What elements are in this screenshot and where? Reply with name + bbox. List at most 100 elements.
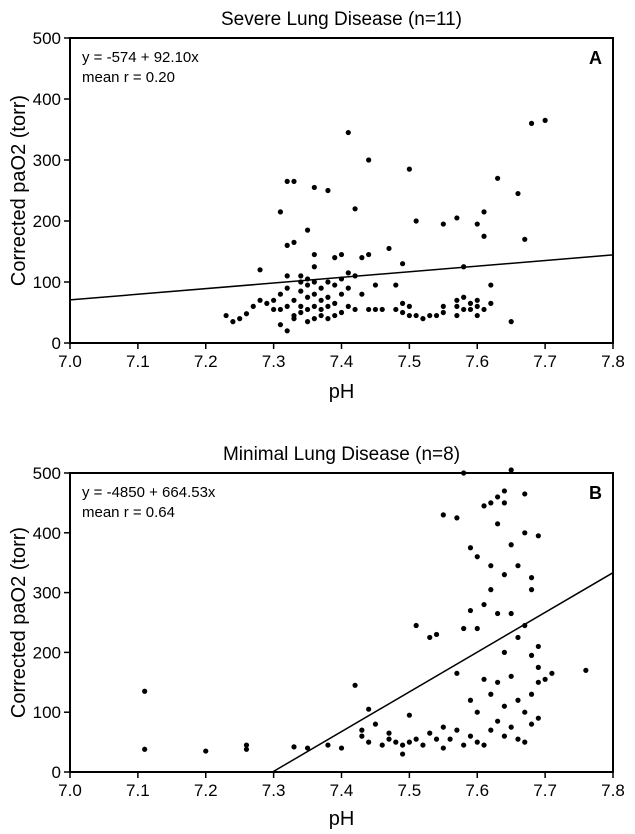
data-point <box>304 282 311 288</box>
data-point <box>488 282 494 288</box>
data-point <box>488 500 494 506</box>
y-tick-label: 500 <box>33 464 61 483</box>
y-tick-label: 400 <box>33 524 61 543</box>
data-point <box>515 697 521 703</box>
data-point <box>488 691 494 697</box>
data-point <box>372 721 379 727</box>
data-point <box>488 587 494 593</box>
data-point <box>352 273 358 279</box>
data-point <box>325 316 331 322</box>
data-point <box>284 178 290 184</box>
data-point <box>325 279 331 285</box>
data-point <box>454 303 460 309</box>
data-point <box>318 297 324 303</box>
data-point <box>433 736 440 742</box>
data-point <box>413 312 419 319</box>
y-axis-label: Corrected paO2 (torr) <box>8 95 30 286</box>
data-point <box>501 500 507 506</box>
data-point <box>345 270 351 276</box>
data-point <box>338 291 345 297</box>
data-point <box>515 634 521 641</box>
data-point <box>474 221 480 227</box>
data-point <box>508 610 514 617</box>
data-point <box>535 643 541 650</box>
x-tick-label: 7.1 <box>126 352 150 371</box>
data-point <box>250 303 256 309</box>
x-tick-label: 7.8 <box>601 781 625 800</box>
data-point <box>474 709 480 715</box>
data-point <box>440 512 446 518</box>
data-point <box>393 306 399 313</box>
data-point <box>298 279 304 285</box>
x-tick-label: 7.1 <box>126 781 150 800</box>
y-tick-label: 0 <box>52 763 61 782</box>
data-point <box>271 306 277 313</box>
data-point <box>393 739 399 745</box>
data-point <box>311 291 317 297</box>
data-point <box>440 724 446 730</box>
data-point <box>393 282 399 288</box>
data-point <box>311 184 317 191</box>
data-point <box>399 309 406 316</box>
data-point <box>366 251 372 258</box>
data-point <box>311 303 317 309</box>
data-point <box>298 303 304 309</box>
data-point <box>311 279 317 285</box>
data-point <box>399 742 406 748</box>
data-point <box>352 306 358 313</box>
data-point <box>311 316 317 322</box>
data-point <box>338 309 345 316</box>
data-point <box>399 300 406 306</box>
data-point <box>454 312 460 319</box>
data-point <box>461 294 467 300</box>
data-point <box>474 297 480 303</box>
data-point <box>461 470 467 476</box>
data-point <box>352 682 358 688</box>
data-point <box>223 312 229 319</box>
data-point <box>325 294 331 300</box>
data-point <box>495 494 501 500</box>
data-point <box>203 748 209 754</box>
data-point <box>413 218 419 224</box>
data-point <box>338 745 345 751</box>
data-point <box>304 319 311 325</box>
data-point <box>291 744 297 750</box>
data-point <box>461 625 467 632</box>
x-tick-label: 7.3 <box>262 352 286 371</box>
x-tick-label: 7.7 <box>533 781 557 800</box>
data-point <box>277 306 284 313</box>
data-point <box>467 607 474 614</box>
equation-annotation: y = -4850 + 664.53x <box>82 484 216 501</box>
data-point <box>488 727 494 733</box>
data-point <box>495 610 501 617</box>
data-point <box>440 303 446 309</box>
data-point <box>467 697 474 703</box>
data-point <box>440 221 446 227</box>
data-point <box>359 291 365 297</box>
data-point <box>345 129 351 136</box>
data-point <box>386 736 392 742</box>
data-point <box>522 739 528 745</box>
data-point <box>420 316 426 322</box>
x-tick-label: 7.6 <box>465 352 489 371</box>
y-axis-label: Corrected paO2 (torr) <box>8 527 30 718</box>
data-point <box>528 587 535 593</box>
data-point <box>522 491 528 497</box>
data-point <box>433 631 440 638</box>
data-point <box>332 255 338 261</box>
data-point <box>325 187 331 194</box>
data-point <box>379 742 385 748</box>
y-tick-label: 100 <box>33 273 61 292</box>
data-point <box>522 709 528 715</box>
data-point <box>535 715 541 721</box>
data-point <box>440 309 446 316</box>
data-point <box>440 745 446 751</box>
data-point <box>467 300 474 306</box>
data-point <box>508 724 514 730</box>
chart-title: Severe Lung Disease (n=11) <box>221 9 462 30</box>
y-tick-label: 500 <box>33 29 61 48</box>
data-point <box>420 742 426 748</box>
data-point <box>311 264 317 270</box>
data-point <box>467 545 474 551</box>
